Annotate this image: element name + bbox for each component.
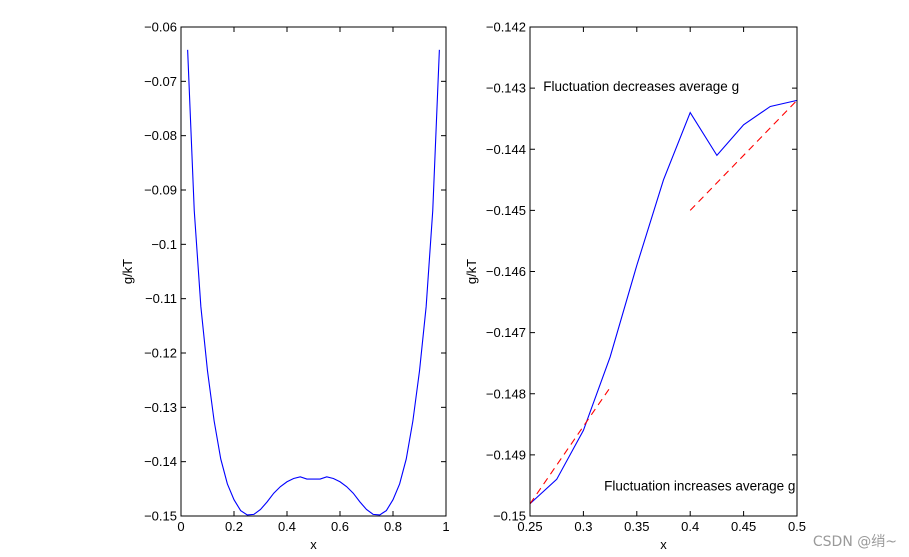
x-tick-label: 1 xyxy=(442,519,449,534)
x-tick-label: 0.8 xyxy=(384,519,402,534)
y-tick-label: −0.12 xyxy=(144,346,177,361)
y-tick-label: −0.144 xyxy=(486,142,526,157)
y-tick-label: −0.142 xyxy=(486,20,526,35)
annotation: Fluctuation decreases average g xyxy=(543,79,739,94)
x-tick-label: 0.4 xyxy=(278,519,296,534)
y-tick-label: −0.148 xyxy=(486,386,526,401)
series-line-1 xyxy=(187,49,440,516)
y-tick-label: −0.15 xyxy=(493,509,526,524)
y-tick-label: −0.149 xyxy=(486,447,526,462)
y-tick-label: −0.145 xyxy=(486,203,526,218)
series-line-2 xyxy=(529,387,611,505)
y-tick-label: −0.147 xyxy=(486,325,526,340)
x-tick-label: 0.2 xyxy=(225,519,243,534)
axes-frame xyxy=(180,26,447,517)
y-tick-label: −0.14 xyxy=(144,454,177,469)
y-tick-label: −0.146 xyxy=(486,264,526,279)
y-axis-label: g/kT xyxy=(120,259,135,284)
x-axis-label: x xyxy=(660,537,667,552)
chart-panel-2: 0.25 0.3 0.35 0.4 0.45 0.5 −0.15 −0.149 −0.148 −0… xyxy=(464,20,806,553)
y-tick-label: −0.15 xyxy=(144,509,177,524)
y-tick-label: −0.13 xyxy=(144,400,177,415)
x-tick-label: 0.25 xyxy=(517,519,542,534)
y-tick-label: −0.07 xyxy=(144,74,177,89)
y-tick-label: −0.06 xyxy=(144,20,177,35)
x-tick-label: 0.6 xyxy=(331,519,349,534)
y-tick-label: −0.143 xyxy=(486,81,526,96)
y-axis-label: g/kT xyxy=(464,259,479,284)
x-tick-label: 0.3 xyxy=(574,519,592,534)
chart-panel-1: 0 0.2 0.4 0.6 0.8 1 −0.15 −0.14 −0.13 −0.12 −0.11 −… xyxy=(120,20,450,553)
annotation: Fluctuation increases average g xyxy=(604,478,795,493)
x-tick-label: 0.4 xyxy=(681,519,699,534)
series-line-3 xyxy=(689,99,798,211)
axes-frame xyxy=(529,26,798,517)
y-tick-label: −0.11 xyxy=(145,291,177,306)
y-tick-label: −0.09 xyxy=(144,183,177,198)
x-tick-label: 0.45 xyxy=(731,519,756,534)
y-tick-label: −0.1 xyxy=(151,237,177,252)
x-axis-label: x xyxy=(310,537,317,552)
x-tick-label: 0.35 xyxy=(624,519,649,534)
series-line-1 xyxy=(529,99,798,505)
y-tick-label: −0.08 xyxy=(144,128,177,143)
x-tick-label: 0 xyxy=(177,519,184,534)
watermark: CSDN @绡~ xyxy=(812,534,897,550)
x-tick-label: 0.5 xyxy=(788,519,806,534)
